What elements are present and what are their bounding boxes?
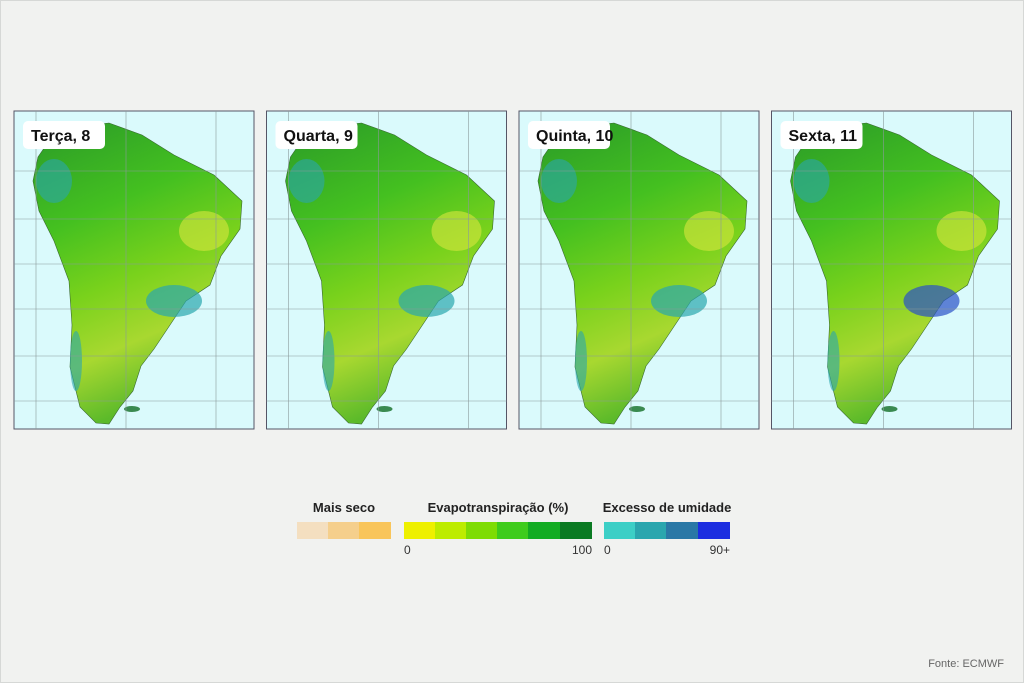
map-panel: Sexta, 11 [771,110,1012,430]
label-box [275,121,358,149]
dry-area [179,211,229,251]
island [629,406,645,412]
wet-area [146,285,202,317]
panel-label: Terça, 8 [31,128,90,145]
swatch [528,522,560,539]
wet-area [651,285,707,317]
swatch [328,522,359,539]
panel-label: Sexta, 11 [789,128,858,145]
legend: Mais seco Evapotranspiração (%) 0 100 Ex… [297,500,731,557]
legend-title: Mais seco [313,500,375,515]
wet-area [36,159,72,203]
legend-label: 90+ [710,543,730,557]
legend-label: 0 [404,543,411,557]
continent [32,122,243,425]
map-panel: Quinta, 10 [518,110,760,430]
label-box [528,121,610,149]
label-box [780,121,863,149]
legend-title: Excesso de umidade [603,500,732,515]
wet-area [398,285,455,317]
island [376,406,393,412]
island [124,406,140,412]
wet-area [322,331,335,391]
wet-area [793,159,830,203]
swatch [560,522,592,539]
continent [285,122,495,425]
source: Fonte: ECMWF [928,658,1004,670]
swatch [635,522,666,539]
map-panel: Terça, 8 [13,110,255,430]
legend-label: 100 [572,543,592,557]
label-box [23,121,105,149]
continent [790,122,1000,425]
swatch [404,522,435,539]
panel-label: Quinta, 10 [536,128,613,145]
swatch [666,522,698,539]
wet-area [288,159,325,203]
wet-area [827,331,840,391]
panel-label: Quarta, 9 [284,128,353,145]
swatch [359,522,391,539]
dry-area [431,211,482,251]
wet-area [903,285,960,317]
map-panel: Quarta, 9 [266,110,507,430]
dry-area [684,211,734,251]
legend-title: Evapotranspiração (%) [428,500,569,515]
swatch [466,522,497,539]
swatch [435,522,466,539]
island [881,406,898,412]
wet-area [70,331,82,391]
wet-area [575,331,587,391]
swatch [497,522,528,539]
swatch [604,522,635,539]
swatch [698,522,730,539]
legend-label: 0 [604,543,611,557]
dry-area [936,211,987,251]
continent [537,122,748,425]
wet-area [541,159,577,203]
swatch [297,522,328,539]
